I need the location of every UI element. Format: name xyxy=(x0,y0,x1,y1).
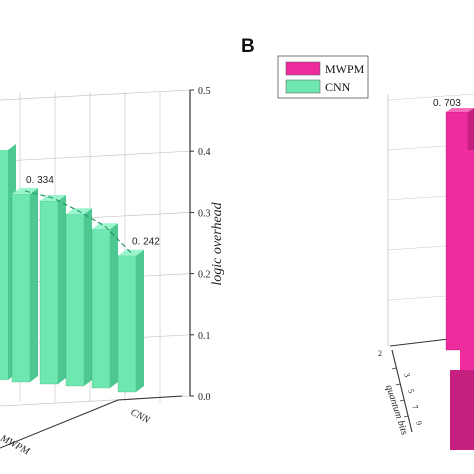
panel-b-y-tick-label: 3 xyxy=(402,372,412,379)
panel-a-z-tick-label: 0.3 xyxy=(198,208,211,219)
panel-a-floor-front xyxy=(0,399,119,449)
panel-a: 0.0 0.1 0.2 0.3 0.4 0.5 logic overhead 0. 334… xyxy=(0,86,225,458)
panel-a-data-labels: 0. 334 0. 242 xyxy=(26,175,160,248)
panel-a-bar xyxy=(11,193,31,383)
panel-b-legend-label-mwpm: MWPM xyxy=(325,62,365,76)
panel-a-data-label: 0. 242 xyxy=(132,237,160,248)
panel-a-z-ticks: 0.0 0.1 0.2 0.3 0.4 0.5 xyxy=(190,86,211,403)
panel-a-z-label: logic overhead xyxy=(210,201,225,285)
panel-b-label: B xyxy=(241,36,255,57)
panel-a-bar xyxy=(65,214,85,387)
panel-b-legend: MWPM CNN xyxy=(277,55,369,99)
panel-a-bar-partial xyxy=(0,150,8,380)
panel-a-bar-side xyxy=(58,195,66,384)
panel-b-bar-front xyxy=(460,150,474,400)
panel-a-gridline xyxy=(0,89,191,101)
panel-b-y-tick-mark xyxy=(399,399,405,402)
panel-a-gridline xyxy=(0,150,191,162)
panel-b-bar-front-lower xyxy=(450,370,474,450)
panel-b-y-label: quantum bits xyxy=(383,384,410,437)
panel-a-row-label-cnn: CNN xyxy=(129,407,153,427)
panel-b: B MWPM CNN 3 5 7 9 2 quantum bits 0. 703 xyxy=(241,36,474,450)
panel-a-bar xyxy=(39,200,59,385)
panel-a-z-tick-label: 0.2 xyxy=(198,270,211,281)
panel-a-data-label: 0. 334 xyxy=(26,175,54,186)
panel-b-y-ticks: 3 5 7 9 xyxy=(391,367,424,427)
panel-a-bar-side xyxy=(30,187,38,382)
panel-b-data-label: 0. 703 xyxy=(433,98,461,109)
panel-b-gridline xyxy=(387,93,474,101)
panel-b-y-tick-label: 5 xyxy=(406,388,416,395)
panel-b-y-tick-mark xyxy=(391,367,397,370)
panel-b-y-axis xyxy=(391,349,413,433)
panel-a-z-tick-label: 0.4 xyxy=(198,147,211,158)
panel-a-z-tick-label: 0.1 xyxy=(198,331,211,342)
panel-a-bar-side xyxy=(84,208,92,386)
panel-b-y-tick-mark xyxy=(403,415,409,418)
panel-b-y-tick-mark xyxy=(395,383,401,386)
panel-b-bars xyxy=(445,108,474,450)
panel-b-y-tick-label: 7 xyxy=(410,404,420,411)
panel-a-bars xyxy=(0,144,144,393)
panel-b-legend-swatch-cnn xyxy=(285,79,321,94)
panel-a-bar-top xyxy=(118,249,144,256)
panel-a-bar-side xyxy=(110,223,118,388)
panel-a-z-tick-label: 0.0 xyxy=(198,392,211,403)
panel-b-y-tick-left: 2 xyxy=(378,349,382,358)
panel-a-bar-side xyxy=(136,249,144,392)
panel-a-z-tick-label: 0.5 xyxy=(198,86,211,97)
panel-a-floor-right xyxy=(117,395,183,401)
panel-a-row-label-mwpm: MWPM xyxy=(0,432,32,457)
panel-a-trend-line xyxy=(24,190,132,254)
panel-a-bar xyxy=(91,229,111,389)
panel-b-data-labels: 0. 703 xyxy=(433,98,461,109)
panel-b-legend-swatch-mwpm xyxy=(285,61,321,76)
panel-b-y-tick-label: 9 xyxy=(414,420,424,427)
panel-b-bar-top xyxy=(446,108,474,112)
panel-a-bar xyxy=(117,255,137,393)
panel-b-legend-label-cnn: CNN xyxy=(325,80,351,94)
